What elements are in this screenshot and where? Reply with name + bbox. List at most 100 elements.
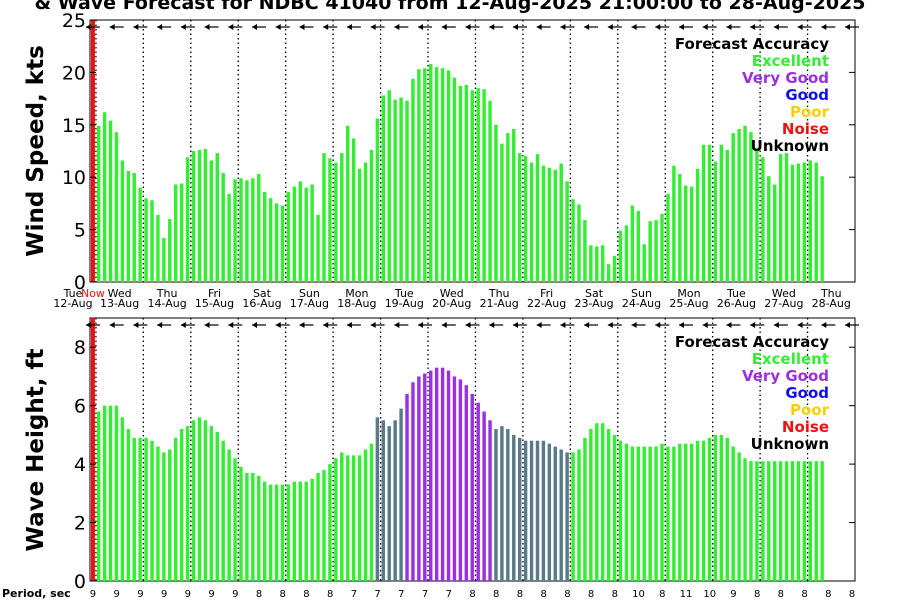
- day-label-date: 15-Aug: [195, 297, 234, 310]
- day-label-date: 19-Aug: [385, 297, 424, 310]
- bar: [168, 219, 172, 282]
- bar: [719, 434, 724, 581]
- bar: [672, 165, 676, 282]
- bar: [482, 411, 486, 581]
- bar: [595, 423, 599, 581]
- bar: [215, 431, 219, 581]
- bar: [606, 429, 611, 581]
- day-label-dow: Thu: [820, 287, 842, 300]
- direction-arrow: [228, 24, 243, 30]
- bar: [393, 99, 397, 283]
- bar: [695, 168, 700, 282]
- day-label-date: 12-Aug: [53, 297, 92, 310]
- bar: [636, 446, 641, 581]
- bar: [446, 70, 451, 282]
- y-tick-label: 25: [62, 10, 86, 32]
- bar: [755, 147, 759, 282]
- day-label-date: 14-Aug: [147, 297, 186, 310]
- direction-arrow: [655, 24, 670, 30]
- direction-arrow: [845, 24, 860, 30]
- bar: [351, 455, 356, 581]
- bar: [393, 420, 397, 581]
- bar: [541, 165, 546, 282]
- day-label-date: 21-Aug: [480, 297, 519, 310]
- bar: [340, 452, 344, 581]
- bar: [464, 385, 469, 581]
- bar: [399, 408, 403, 581]
- legend-item: Noise: [782, 120, 829, 138]
- bar: [411, 382, 415, 581]
- bar: [322, 153, 326, 282]
- bar: [595, 246, 599, 282]
- direction-arrow: [726, 322, 741, 328]
- day-label-dow: Wed: [772, 287, 796, 300]
- bar: [132, 173, 136, 282]
- bar: [197, 149, 202, 282]
- direction-arrow: [607, 322, 622, 328]
- bar: [316, 214, 320, 282]
- y-axis-label: Wind Speed, kts: [23, 45, 49, 257]
- bar: [630, 205, 635, 282]
- bar: [725, 437, 729, 581]
- bar: [678, 174, 682, 282]
- bar: [203, 148, 208, 282]
- bar: [440, 68, 445, 283]
- bar: [316, 472, 320, 581]
- bar: [458, 86, 463, 283]
- day-label-dow: Sun: [631, 287, 652, 300]
- bar: [120, 160, 125, 282]
- bar: [547, 167, 552, 282]
- bar: [784, 153, 789, 282]
- legend-item: Excellent: [752, 52, 829, 70]
- bar: [114, 132, 119, 282]
- y-tick-label: 20: [62, 62, 86, 84]
- legend-item: Poor: [790, 401, 830, 419]
- bar: [174, 184, 178, 282]
- bar: [298, 181, 302, 282]
- bar: [802, 461, 807, 581]
- bar: [559, 163, 563, 282]
- direction-arrow: [85, 24, 100, 30]
- direction-arrow: [441, 322, 456, 328]
- bar: [482, 89, 486, 282]
- bar: [268, 198, 273, 282]
- bar: [304, 187, 308, 282]
- bar: [185, 426, 190, 581]
- bar: [405, 393, 409, 581]
- direction-arrow: [323, 322, 338, 328]
- bar: [274, 484, 279, 581]
- day-label-date: 16-Aug: [242, 297, 281, 310]
- bar: [132, 437, 136, 581]
- legend-item: Unknown: [751, 137, 829, 155]
- direction-arrow: [133, 24, 148, 30]
- now-label: Now: [81, 287, 105, 300]
- legend-item: Very Good: [742, 69, 829, 87]
- bar: [191, 420, 196, 581]
- direction-arrow: [536, 322, 551, 328]
- y-tick-label: 10: [62, 167, 86, 189]
- bar: [351, 138, 356, 282]
- direction-arrow: [323, 24, 338, 30]
- direction-arrow: [85, 322, 100, 328]
- day-label-dow: Tue: [63, 287, 83, 300]
- day-label-date: 13-Aug: [100, 297, 139, 310]
- bar: [725, 149, 729, 282]
- direction-arrow: [845, 322, 860, 328]
- period-value: 8: [801, 589, 807, 600]
- direction-arrow: [275, 24, 290, 30]
- bar: [162, 237, 166, 282]
- bar: [577, 204, 581, 282]
- period-value: 10: [703, 589, 716, 600]
- period-value: 8: [825, 589, 831, 600]
- bar: [589, 429, 593, 581]
- bar: [174, 437, 178, 581]
- bar: [618, 440, 623, 581]
- bar: [470, 393, 474, 581]
- bar: [737, 452, 741, 581]
- direction-arrow: [584, 24, 599, 30]
- bar: [233, 458, 237, 581]
- bar: [630, 446, 635, 581]
- wave-height-panel: 0 2 4 6 8 Wave Height, ft Forecast AccuracyExc…: [23, 317, 860, 593]
- bar: [328, 464, 332, 581]
- bar: [772, 184, 777, 282]
